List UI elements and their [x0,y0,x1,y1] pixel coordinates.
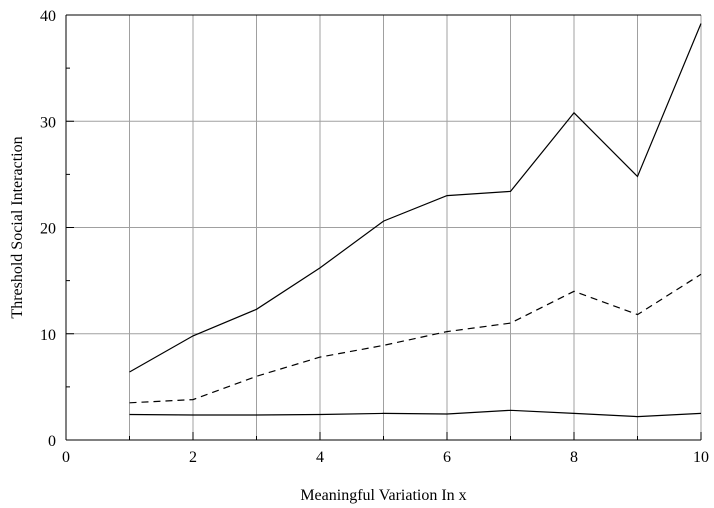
grid [66,14,702,440]
y-tick-label: 0 [48,433,56,450]
x-tick-label: 6 [443,449,451,466]
y-tick-label: 40 [40,8,56,25]
x-tick-label: 8 [570,449,578,466]
x-axis-label: Meaningful Variation In x [300,487,466,504]
series-line-3 [129,409,702,418]
y-tick-label: 30 [40,114,56,131]
x-tick-label: 10 [693,449,709,466]
series-line-1 [129,23,702,373]
x-tick-label: 4 [316,449,324,466]
y-tick-label: 20 [40,221,56,238]
y-tick-label: 10 [40,327,56,344]
series-line-2 [129,273,702,404]
series-group [129,23,702,418]
x-tick-label: 2 [189,449,197,466]
x-tick-label: 0 [62,449,70,466]
axes [65,14,702,441]
y-axis-label: Threshold Social Interaction [9,136,26,318]
tick-labels: 0 2 4 6 8 10 0 10 20 30 40 [40,8,709,466]
